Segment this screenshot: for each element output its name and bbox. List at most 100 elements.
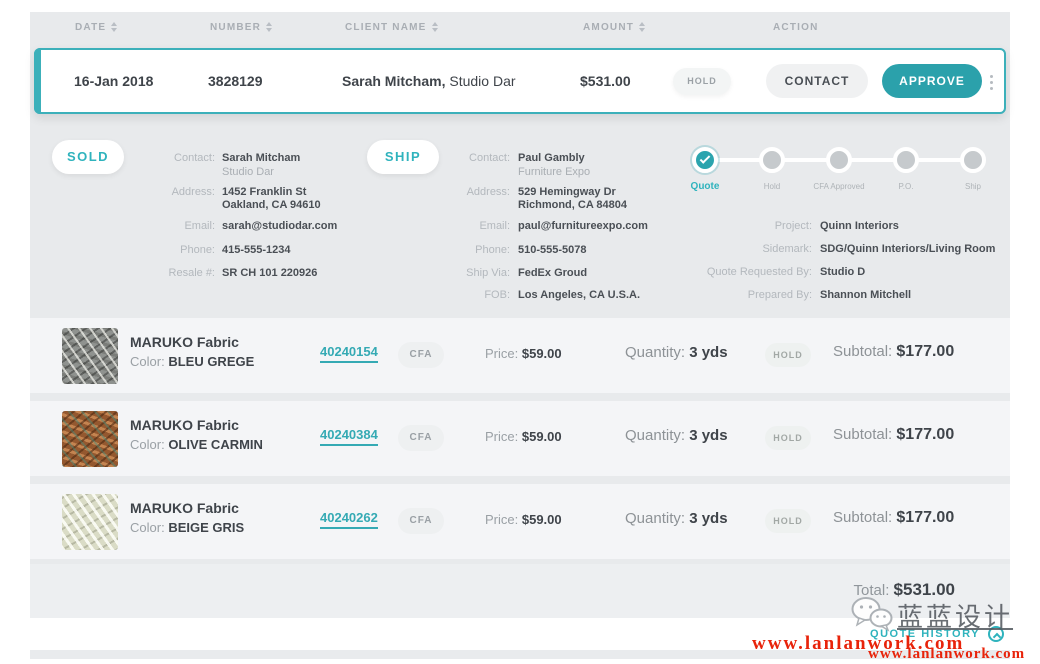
item-number-link[interactable]: 40240154 xyxy=(320,344,378,363)
item-number-link[interactable]: 40240262 xyxy=(320,510,378,529)
item-subtotal-value: $177.00 xyxy=(896,426,955,443)
sidemark-label: Sidemark: xyxy=(762,243,812,255)
hold-button[interactable]: HOLD xyxy=(673,68,731,95)
sold-contact-name: Sarah Mitcham xyxy=(222,152,301,164)
order-date: 16-Jan 2018 xyxy=(74,73,154,89)
quote-history-button[interactable]: QUOTE HISTORY xyxy=(870,628,980,640)
quote-requested-by-value: Studio D xyxy=(820,266,866,278)
watermark-brand: 蓝蓝设计 xyxy=(897,603,1014,632)
line-item-row: MARUKO Fabric Color: OLIVE CARMIN 402403… xyxy=(30,401,1010,476)
cfa-badge: CFA xyxy=(398,508,444,534)
project-value: Quinn Interiors xyxy=(820,220,899,232)
item-color-value: BLEU GREGE xyxy=(168,354,255,369)
sold-phone-label: Phone: xyxy=(180,244,215,256)
total-value: $531.00 xyxy=(893,580,955,599)
column-header-amount[interactable]: AMOUNT xyxy=(583,22,646,33)
item-price-label: Price: xyxy=(485,512,519,527)
sold-address-line1: 1452 Franklin St xyxy=(222,186,307,198)
item-subtotal: Subtotal: $177.00 xyxy=(833,426,954,444)
ship-badge: SHIP xyxy=(367,140,439,174)
sort-icon xyxy=(431,22,438,33)
step-quote-circle xyxy=(692,147,718,173)
item-color-label: Color: xyxy=(130,354,165,369)
item-subtotal: Subtotal: $177.00 xyxy=(833,343,954,361)
order-client: Sarah Mitcham, Studio Dar xyxy=(342,50,516,112)
cfa-badge: CFA xyxy=(398,342,444,368)
sort-icon xyxy=(266,22,273,33)
item-name: MARUKO Fabric xyxy=(130,417,239,433)
wechat-icon xyxy=(850,596,894,637)
ship-address-label: Address: xyxy=(466,186,510,198)
ship-contact-label: Contact: xyxy=(469,152,510,164)
total-label: Total: xyxy=(853,582,890,599)
item-color: Color: OLIVE CARMIN xyxy=(130,437,263,452)
step-ship-label: Ship xyxy=(964,182,981,191)
ship-address-line2: Richmond, CA 84804 xyxy=(518,199,628,211)
item-subtotal-value: $177.00 xyxy=(896,343,955,360)
chevron-up-icon[interactable] xyxy=(988,626,1004,642)
prepared-by-label: Prepared By: xyxy=(747,289,812,301)
ship-phone: 510-555-5078 xyxy=(518,244,587,256)
item-subtotal-value: $177.00 xyxy=(896,509,955,526)
column-header-number[interactable]: NUMBER xyxy=(210,22,273,33)
total-row: Total: $531.00 xyxy=(30,564,1010,618)
order-total: Total: $531.00 xyxy=(854,580,955,600)
item-color-value: OLIVE CARMIN xyxy=(168,437,263,452)
item-price: Price: $59.00 xyxy=(485,346,562,361)
item-name: MARUKO Fabric xyxy=(130,500,239,516)
column-header-number-label: NUMBER xyxy=(210,22,262,33)
sold-email-label: Email: xyxy=(184,220,215,232)
item-price-value: $59.00 xyxy=(521,346,562,361)
item-name: MARUKO Fabric xyxy=(130,334,239,350)
step-po-label: P.O. xyxy=(898,182,914,191)
sold-phone: 415-555-1234 xyxy=(222,244,291,256)
item-price-value: $59.00 xyxy=(521,429,562,444)
ship-email: paul@furnitureexpo.com xyxy=(518,220,648,232)
ship-via-label: Ship Via: xyxy=(466,267,510,279)
kebab-menu-icon[interactable] xyxy=(990,72,993,93)
step-quote-label: Quote xyxy=(690,181,720,192)
item-quantity-label: Quantity: xyxy=(625,344,686,361)
item-price-value: $59.00 xyxy=(521,512,562,527)
check-icon xyxy=(699,153,711,164)
column-header-date-label: DATE xyxy=(75,22,107,33)
sold-address-line2: Oakland, CA 94610 xyxy=(222,199,321,211)
ship-email-label: Email: xyxy=(479,220,510,232)
item-quantity: Quantity: 3 yds xyxy=(625,510,728,527)
item-color: Color: BEIGE GRIS xyxy=(130,520,244,535)
column-header-date[interactable]: DATE xyxy=(75,22,118,33)
item-quantity: Quantity: 3 yds xyxy=(625,427,728,444)
ship-phone-label: Phone: xyxy=(475,244,510,256)
sort-icon xyxy=(639,22,646,33)
line-item-row: MARUKO Fabric Color: BLEU GREGE 40240154… xyxy=(30,318,1010,393)
item-price: Price: $59.00 xyxy=(485,429,562,444)
fabric-swatch xyxy=(62,411,118,467)
step-hold-label: Hold xyxy=(763,182,781,191)
item-subtotal-label: Subtotal: xyxy=(833,509,893,526)
cfa-badge: CFA xyxy=(398,425,444,451)
item-price-label: Price: xyxy=(485,429,519,444)
order-number: 3828129 xyxy=(208,73,263,89)
item-quantity-label: Quantity: xyxy=(625,510,686,527)
prepared-by-value: Shannon Mitchell xyxy=(820,289,912,301)
approve-button[interactable]: APPROVE xyxy=(882,64,982,98)
watermark-url: www.lanlanwork.com xyxy=(752,633,965,654)
contact-button[interactable]: CONTACT xyxy=(766,64,868,98)
column-header-action: ACTION xyxy=(773,22,819,33)
sold-email: sarah@studiodar.com xyxy=(222,220,338,232)
sold-resale: SR CH 101 220926 xyxy=(222,267,318,279)
step-cfa-label: CFA Approved xyxy=(813,182,865,191)
item-color-label: Color: xyxy=(130,520,165,535)
item-price: Price: $59.00 xyxy=(485,512,562,527)
fabric-swatch xyxy=(62,494,118,550)
column-header-client-name[interactable]: CLIENT NAME xyxy=(345,22,438,33)
sold-contact-label: Contact: xyxy=(174,152,215,164)
item-number-link[interactable]: 40240384 xyxy=(320,427,378,446)
item-color-label: Color: xyxy=(130,437,165,452)
footer-bar xyxy=(30,618,1010,650)
item-hold-badge: HOLD xyxy=(765,509,811,533)
ship-address-line1: 529 Hemingway Dr xyxy=(518,186,616,198)
order-row[interactable]: 16-Jan 2018 3828129 Sarah Mitcham, Studi… xyxy=(34,48,1006,114)
fabric-swatch xyxy=(62,328,118,384)
